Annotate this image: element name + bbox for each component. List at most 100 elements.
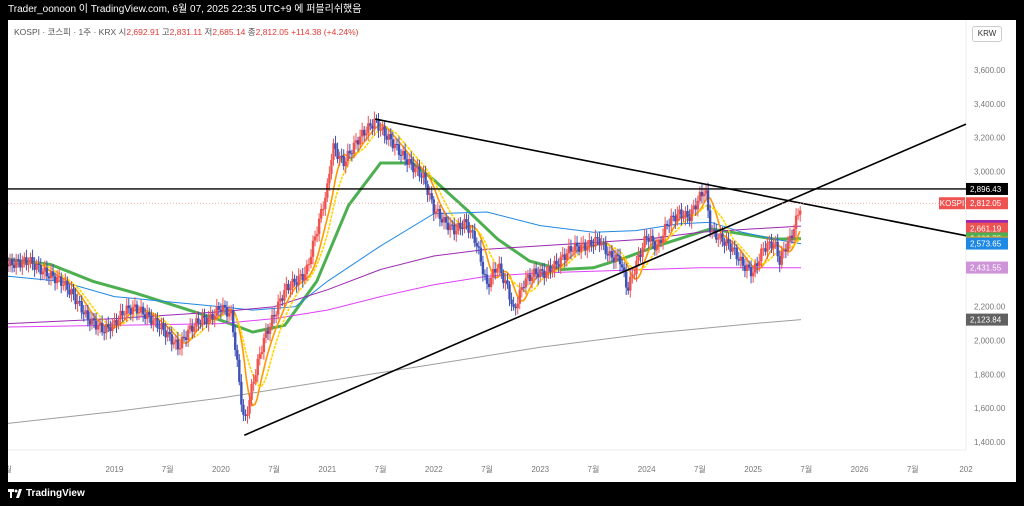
candle-body — [733, 247, 736, 249]
candle-body — [434, 211, 438, 214]
chart-panel[interactable]: 3,600.00 3,400.00 3,200.00 3,000.00 2,200.00… — [4, 20, 1016, 482]
currency-button[interactable]: KRW — [972, 26, 1002, 42]
candle-body — [397, 144, 401, 155]
ma-line-ma-purple — [7, 225, 802, 325]
price-label-text: 2,123.84 — [970, 316, 1002, 325]
candle-body — [252, 381, 255, 384]
price-label-bg — [966, 222, 1008, 235]
candle-body — [577, 246, 581, 252]
candle-body — [455, 230, 458, 235]
candle-body — [172, 342, 176, 345]
candle-body — [651, 235, 655, 242]
price-label-bg — [939, 197, 965, 210]
candle-body — [92, 318, 96, 321]
candle-body — [401, 150, 405, 156]
candle-body — [756, 263, 759, 267]
x-tick-label: 2025 — [744, 465, 762, 474]
candle-body — [178, 348, 182, 350]
trendline-lower-support — [243, 123, 967, 436]
x-tick-label: 7월 — [375, 464, 387, 474]
candle-body — [109, 327, 112, 332]
tradingview-logo: TradingView — [8, 488, 85, 499]
candle-body — [297, 275, 300, 286]
candle-body — [588, 240, 591, 248]
candle-body — [467, 222, 470, 233]
candle-body — [549, 266, 552, 273]
candle-body — [624, 271, 628, 288]
low-label: 저 — [204, 27, 213, 37]
candle-body — [713, 229, 716, 231]
candle-body — [203, 315, 206, 318]
candle-body — [74, 294, 77, 305]
candle-body — [244, 414, 247, 416]
candle-body — [508, 284, 511, 300]
candle-body — [225, 307, 229, 317]
candle-body — [119, 310, 122, 320]
candle-body — [723, 241, 726, 246]
high-value: 2,831.11 — [169, 27, 203, 37]
candle-body — [665, 223, 669, 226]
candle-body — [315, 234, 319, 237]
candle-body — [76, 301, 79, 305]
candle-body — [647, 237, 650, 242]
candle-body — [463, 219, 466, 229]
candle-body — [457, 222, 460, 231]
candle-body — [792, 229, 796, 239]
candle-body — [188, 325, 192, 330]
candle-body — [231, 310, 235, 333]
candle-body — [8, 259, 12, 267]
candle-body — [708, 210, 712, 233]
candle-body — [139, 306, 143, 313]
candle-body — [234, 332, 237, 350]
candle-body — [295, 282, 298, 286]
price-label-text: 2,573.65 — [970, 240, 1002, 249]
candle-body — [479, 247, 483, 262]
candle-body — [29, 257, 32, 264]
candle-body — [326, 183, 329, 198]
candle-body — [506, 280, 509, 285]
ohlc-legend: KOSPI · 코스피 · 1주 · KRX 시2,692.91 고2,831.… — [14, 26, 359, 38]
candle-body — [442, 217, 446, 223]
price-chart[interactable]: 3,600.00 3,400.00 3,200.00 3,000.00 2,200.00… — [4, 20, 1016, 482]
candle-body — [31, 257, 34, 264]
candle-body — [772, 243, 775, 249]
candle-body — [209, 313, 212, 318]
candle-body — [383, 126, 386, 136]
candle-body — [768, 241, 771, 244]
candle-body — [197, 318, 200, 324]
candle-body — [745, 264, 749, 271]
candle-body — [274, 314, 278, 317]
candle-body — [154, 318, 157, 321]
candle-body — [432, 199, 435, 214]
footer-brand: TradingView — [26, 488, 85, 499]
candle-body — [653, 241, 657, 250]
candle-body — [758, 261, 761, 267]
candle-body — [410, 158, 413, 163]
x-tick-label: 7월 — [694, 464, 706, 474]
candle-body — [770, 241, 773, 249]
candle-body — [262, 337, 266, 353]
candle-body — [553, 260, 556, 270]
candle-body — [270, 314, 274, 327]
candle-body — [524, 278, 528, 288]
candle-body — [762, 248, 765, 250]
candle-body — [541, 269, 544, 271]
candle-body — [780, 251, 783, 265]
candle-body — [377, 119, 380, 131]
candle-body — [500, 263, 503, 274]
candle-body — [428, 193, 431, 195]
symbol-label: KOSPI · 코스피 · 1주 · KRX — [14, 27, 117, 37]
candle-body — [710, 229, 714, 233]
x-tick-label: 7월 — [800, 464, 812, 474]
candle-body — [49, 271, 53, 279]
candle-body — [174, 339, 178, 343]
candle-body — [692, 205, 695, 210]
candle-body — [47, 276, 51, 279]
candle-body — [534, 268, 538, 275]
candle-body — [322, 208, 325, 210]
candle-body — [473, 231, 476, 244]
y-tick-label: 3,000.00 — [974, 167, 1006, 176]
candle-body — [739, 256, 743, 261]
candle-body — [682, 217, 685, 219]
candle-body — [272, 314, 276, 317]
